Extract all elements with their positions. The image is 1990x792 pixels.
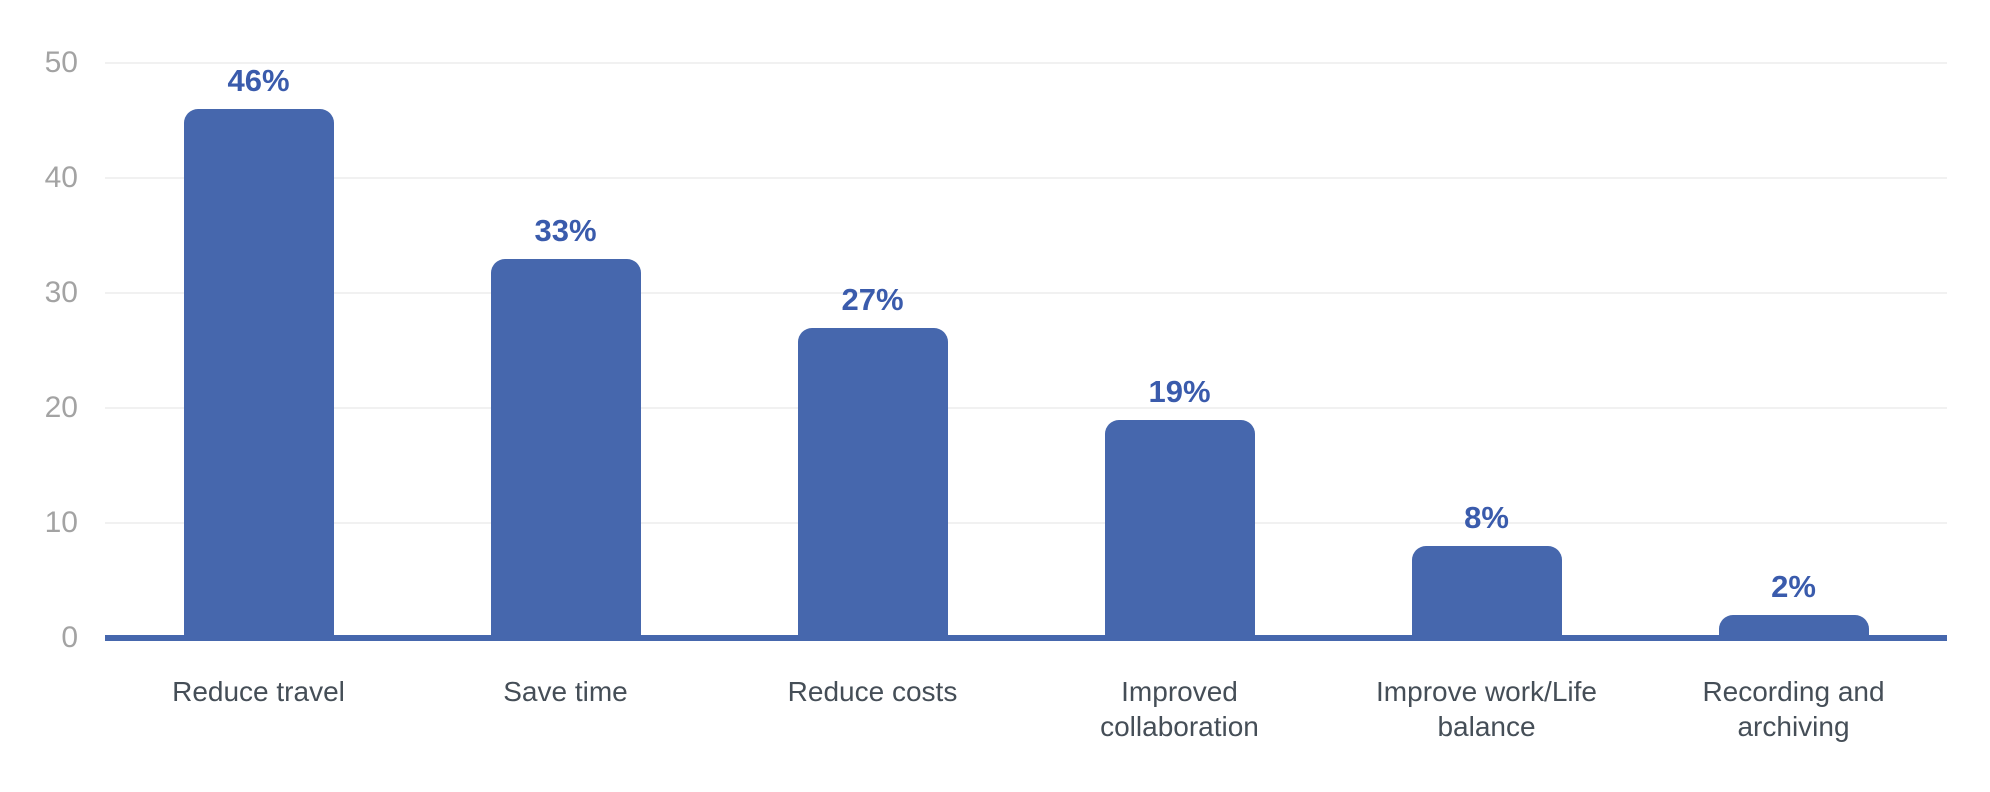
bar-value-label: 2% xyxy=(1771,569,1816,604)
category-label-line: Improved xyxy=(1121,676,1238,707)
bar-improved-collaboration xyxy=(1104,419,1255,641)
bar-save-time xyxy=(490,258,641,641)
category-label-line: Recording and xyxy=(1702,676,1885,707)
category-label-line: balance xyxy=(1437,711,1536,742)
bar-reduce-costs xyxy=(797,327,948,641)
category-label-line: archiving xyxy=(1737,711,1850,742)
category-label-line: Reduce costs xyxy=(787,676,958,707)
y-axis-tick-label-40: 40 xyxy=(44,161,78,194)
bar-reduce-travel xyxy=(183,109,334,641)
x-axis-baseline xyxy=(105,635,1947,641)
gridline-20 xyxy=(105,407,1947,409)
category-label-line: Improve work/Life xyxy=(1376,676,1597,707)
bar-improve-work-life-balance xyxy=(1411,546,1562,641)
category-label-line: Save time xyxy=(503,676,628,707)
y-axis-tick-label-20: 20 xyxy=(44,391,78,424)
bar-value-label: 27% xyxy=(841,281,904,317)
y-axis-tick-label-50: 50 xyxy=(44,46,78,79)
x-axis-category-label: Improved collaboration xyxy=(1025,674,1335,744)
gridline-10 xyxy=(105,522,1947,524)
bar-value-label: 46% xyxy=(227,63,290,98)
y-axis-tick-label-30: 30 xyxy=(44,276,78,309)
category-label-line: collaboration xyxy=(1100,711,1259,742)
bar-value-label: 19% xyxy=(1148,373,1211,409)
category-label-line: Reduce travel xyxy=(172,676,345,707)
bar-value-label: 33% xyxy=(534,212,597,248)
x-axis-category-label: Improve work/Life balance xyxy=(1332,674,1642,744)
gridline-30 xyxy=(105,292,1947,294)
x-axis-category-label: Reduce costs xyxy=(718,674,1028,709)
x-axis-category-label: Reduce travel xyxy=(104,674,414,709)
bar-value-label: 8% xyxy=(1464,500,1509,535)
y-axis-tick-label-0: 0 xyxy=(61,621,78,654)
gridline-40 xyxy=(105,177,1947,179)
gridline-50 xyxy=(105,62,1947,64)
y-axis-tick-label-10: 10 xyxy=(44,506,78,539)
x-axis-category-label: Recording and archiving xyxy=(1639,674,1949,744)
x-axis-category-label: Save time xyxy=(411,674,721,709)
